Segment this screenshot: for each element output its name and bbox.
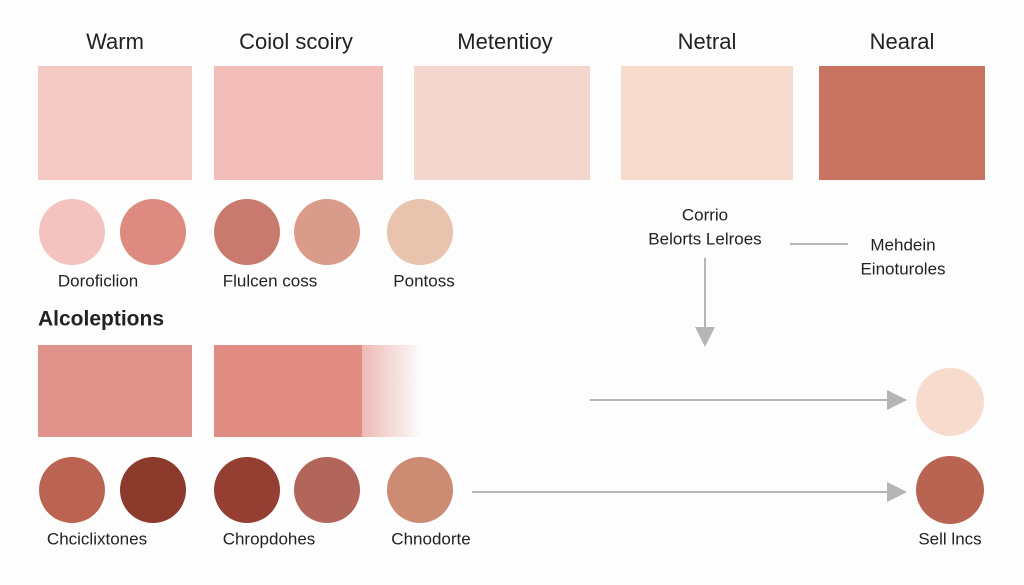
result-label: Sell lncs — [918, 529, 981, 548]
column-header: Nearal — [870, 29, 935, 54]
swatch — [414, 66, 590, 180]
palette-label: Flulcen coss — [223, 271, 317, 290]
swatch — [214, 345, 362, 437]
swatch — [38, 66, 192, 180]
color-dot — [39, 457, 105, 523]
swatch — [214, 66, 383, 180]
result-dot — [916, 368, 984, 436]
swatch — [38, 345, 192, 437]
column-header: Netral — [678, 29, 737, 54]
color-dot — [120, 457, 186, 523]
color-dot — [39, 199, 105, 265]
result-dot — [916, 456, 984, 524]
note-line: Belorts Lelroes — [648, 229, 761, 248]
palette-label: Doroficlion — [58, 271, 138, 290]
color-dot — [387, 199, 453, 265]
side-note: Mehdein — [870, 235, 935, 254]
palette-label: Chnodorte — [391, 529, 470, 548]
note-line: Corrio — [682, 205, 728, 224]
color-dot — [214, 199, 280, 265]
palette-label: Pontoss — [393, 271, 454, 290]
color-dot — [294, 457, 360, 523]
fade-swatch — [362, 345, 422, 437]
color-dot — [387, 457, 453, 523]
palette-label: Chciclixtones — [47, 529, 147, 548]
swatch — [621, 66, 793, 180]
color-dot — [120, 199, 186, 265]
section-title: Alcoleptions — [38, 308, 164, 331]
column-header: Metentioy — [457, 29, 552, 54]
color-dot — [294, 199, 360, 265]
swatch — [819, 66, 985, 180]
side-note: Einoturoles — [860, 259, 945, 278]
palette-label: Chropdohes — [223, 529, 316, 548]
color-dot — [214, 457, 280, 523]
column-header: Warm — [86, 29, 144, 54]
column-header: Coiol scoiry — [239, 29, 353, 54]
